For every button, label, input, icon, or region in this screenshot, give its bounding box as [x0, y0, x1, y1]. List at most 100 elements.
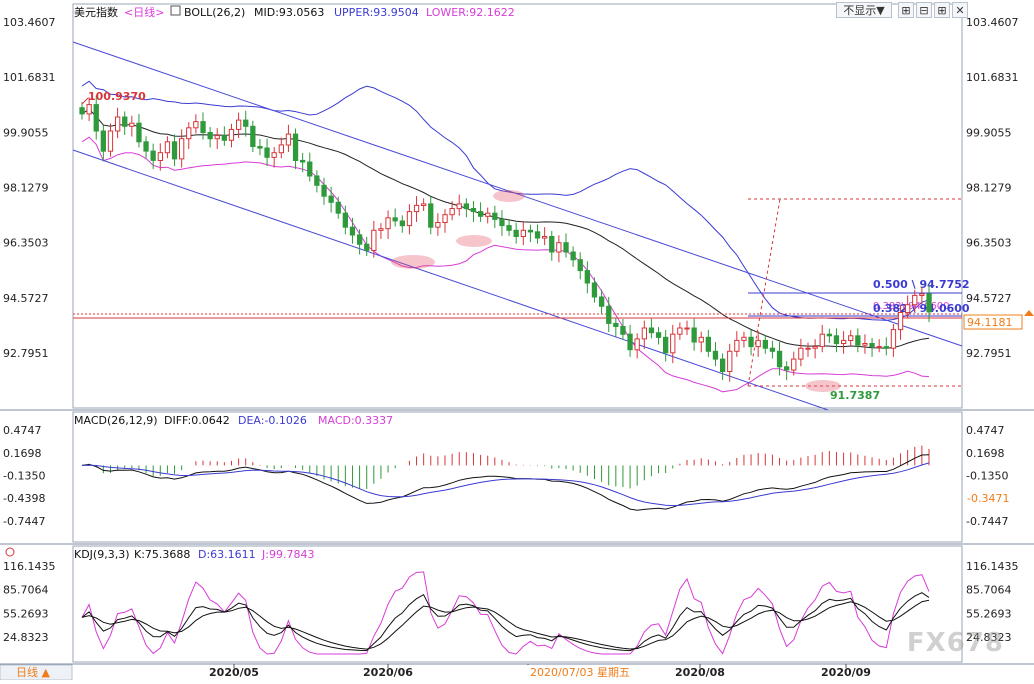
price-tag-arrow	[1024, 310, 1034, 316]
candle-body	[107, 130, 114, 152]
macd-dea-line	[81, 462, 930, 507]
grid-icon[interactable]: ⊞	[934, 2, 950, 18]
kdj-tick-right: 85.7064	[966, 584, 1012, 597]
candle-body	[591, 282, 598, 298]
candle-body	[670, 333, 676, 354]
candle-body	[641, 327, 648, 340]
candle-body	[171, 141, 178, 160]
candle-body	[307, 161, 313, 177]
candle-body	[677, 327, 683, 335]
macd-tick-right: -0.1350	[966, 470, 1008, 483]
zoom-out-icon[interactable]: ⊟	[916, 2, 932, 18]
candle-body	[513, 229, 519, 238]
candle-body	[748, 336, 754, 348]
candle-body	[335, 201, 341, 214]
display-select[interactable]: 不显示▼	[836, 2, 892, 18]
candle-body	[193, 121, 199, 129]
candle-body	[584, 270, 591, 284]
zoom-in-icon[interactable]: ⊞	[898, 2, 914, 18]
kdj-k-line	[81, 592, 930, 652]
cursor-date-box	[526, 665, 634, 679]
candle-body	[200, 121, 206, 133]
candle-body	[421, 203, 427, 206]
price-tick-right: 99.9055	[966, 126, 1012, 139]
candle-body	[684, 327, 690, 330]
candle-body	[613, 322, 619, 327]
candle-body	[292, 133, 299, 162]
price-tick-right: 103.4607	[966, 16, 1019, 29]
price-tick-right: 94.5727	[966, 292, 1012, 305]
period-label: <日线>	[124, 5, 164, 19]
price-tick-left: 101.6831	[3, 71, 56, 84]
mid-label: MID:93.0563	[254, 6, 324, 19]
symbol-label: 美元指数	[74, 5, 118, 19]
candle-body	[150, 150, 156, 161]
channel-upper-line	[72, 41, 963, 347]
candle-body	[620, 326, 626, 335]
kdj-d-label: D:63.1611	[198, 548, 256, 561]
candle-body	[727, 350, 733, 372]
candle-body	[570, 251, 576, 261]
candle-body	[705, 336, 712, 352]
candle-body	[321, 184, 327, 197]
kdj-tick-left: 55.2693	[3, 607, 49, 620]
x-tick-label: 2020/09	[821, 666, 871, 679]
kdj-settings-icon	[5, 547, 15, 557]
candle-body	[912, 294, 918, 306]
candle-body	[784, 366, 790, 371]
kdj-tick-left: 24.8323	[3, 631, 49, 644]
candle-body	[769, 347, 776, 352]
candle-body	[720, 358, 726, 373]
candle-body	[499, 218, 505, 227]
macd-tick-left: -0.7447	[3, 515, 45, 528]
boll-mid-line	[81, 108, 930, 349]
watermark: FX678	[906, 628, 1004, 658]
price-tick-right: 92.7951	[966, 347, 1012, 360]
candle-body	[520, 229, 527, 238]
macd-tick-left: 0.1698	[3, 447, 42, 460]
candle-body	[221, 135, 227, 141]
candle-body	[542, 236, 548, 239]
candle-body	[577, 259, 583, 272]
boll-lower-line	[81, 136, 930, 393]
price-tick-right: 96.3503	[966, 237, 1012, 250]
candle-body	[905, 304, 911, 314]
fib-382-shadow-label: 0.382\ 94.0600	[873, 301, 950, 312]
candle-body	[342, 212, 349, 228]
candle-body	[549, 236, 555, 253]
highlight-mark	[805, 380, 841, 392]
candle-body	[278, 144, 285, 154]
candle-body	[143, 141, 149, 152]
candle-body	[506, 225, 512, 231]
x-tick-label: 2020/08	[675, 666, 725, 679]
price-tick-left: 98.1279	[3, 182, 49, 195]
projection-dashed-line	[747, 198, 781, 387]
price-tick-left: 92.7951	[3, 347, 49, 360]
kdj-title: KDJ(9,3,3)	[74, 548, 130, 561]
price-tick-right: 101.6831	[966, 71, 1019, 84]
price-panel-frame	[72, 3, 963, 409]
candle-body	[442, 214, 448, 223]
candle-body	[876, 346, 882, 349]
candle-body	[869, 343, 875, 348]
candle-body	[228, 128, 235, 141]
macd-right-tag: -0.3471	[967, 492, 1009, 505]
candle-body	[456, 203, 462, 210]
close-icon[interactable]: ✕	[952, 2, 968, 18]
candle-body	[115, 116, 121, 132]
x-tick-label: 2020/06	[363, 666, 413, 679]
kdj-tick-left: 85.7064	[3, 584, 49, 597]
candle-body	[428, 203, 434, 228]
candle-body	[627, 333, 633, 351]
low-label: 91.7387	[830, 389, 880, 402]
candle-body	[890, 329, 897, 349]
candle-body	[406, 211, 413, 227]
price-tick-right: 98.1279	[966, 182, 1012, 195]
candle-body	[926, 293, 932, 313]
candle-body	[314, 175, 320, 186]
candle-body	[349, 226, 356, 236]
candle-body	[648, 327, 655, 334]
macd-title: MACD(26,12,9)	[74, 414, 158, 427]
kdj-j-line	[81, 571, 930, 655]
